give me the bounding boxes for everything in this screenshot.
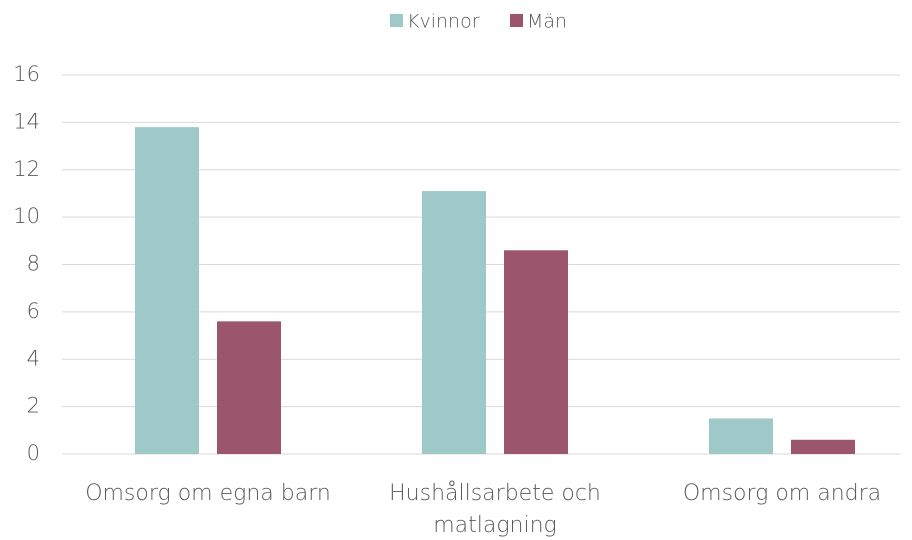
bar <box>422 191 486 454</box>
bar <box>135 127 199 455</box>
y-tick-label: 0 <box>27 441 40 465</box>
y-tick-label: 6 <box>27 299 40 323</box>
y-tick-label: 2 <box>27 394 40 418</box>
legend-swatch <box>510 14 523 27</box>
bar <box>709 418 773 454</box>
legend-label: Män <box>527 11 567 33</box>
legend-swatch <box>390 14 403 27</box>
y-tick-label: 12 <box>13 157 40 181</box>
bar <box>217 321 281 454</box>
x-tick-label: Omsorg om egna barn <box>85 481 331 506</box>
bar <box>791 439 855 454</box>
y-tick-label: 16 <box>13 62 40 86</box>
legend-label: Kvinnor <box>407 11 480 33</box>
bar <box>504 250 568 454</box>
x-tick-label: Omsorg om andra <box>682 481 882 506</box>
y-tick-label: 8 <box>27 252 40 276</box>
y-tick-label: 14 <box>13 109 40 133</box>
y-tick-label: 4 <box>27 346 40 370</box>
y-tick-label: 10 <box>13 204 40 228</box>
x-tick-label: Hushållsarbete och matlagning <box>389 481 601 538</box>
